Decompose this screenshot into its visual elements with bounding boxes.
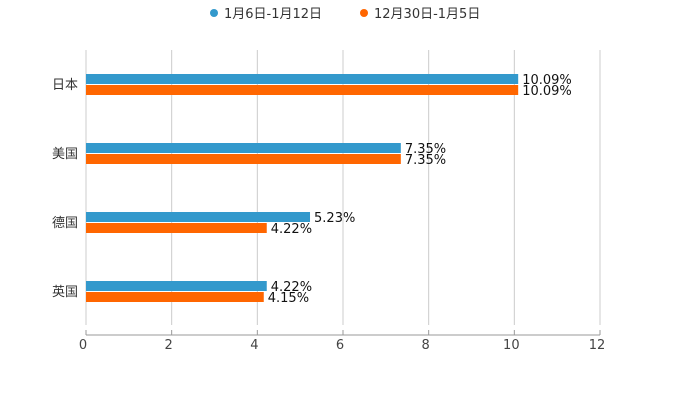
- data-label: 4.15%: [268, 291, 309, 306]
- data-label: 7.35%: [405, 153, 446, 168]
- bar-current-week: [86, 212, 311, 222]
- category-label: 德国: [52, 216, 78, 231]
- x-tick-label: 10: [503, 338, 520, 353]
- x-tick-label: 4: [250, 338, 258, 353]
- bar-previous-week: [86, 85, 519, 95]
- data-label: 5.23%: [314, 211, 355, 226]
- x-tick-label: 2: [165, 338, 173, 353]
- data-label: 10.09%: [522, 73, 572, 88]
- data-label: 7.35%: [405, 142, 446, 157]
- legend-label: 1月6日-1月12日: [224, 7, 322, 22]
- bar-current-week: [86, 281, 267, 291]
- bar-previous-week: [86, 154, 401, 164]
- bar-current-week: [86, 74, 519, 84]
- x-tick-label: 8: [422, 338, 430, 353]
- category-label: 美国: [52, 147, 78, 162]
- data-label: 4.22%: [271, 222, 312, 237]
- category-label: 英国: [52, 285, 78, 300]
- x-tick-label: 12: [589, 338, 606, 353]
- legend-label: 12月30日-1月5日: [374, 7, 480, 22]
- data-label: 4.22%: [271, 280, 312, 295]
- data-label: 10.09%: [522, 84, 572, 99]
- legend-marker: [360, 9, 368, 17]
- bar-previous-week: [86, 223, 267, 233]
- bar-current-week: [86, 143, 401, 153]
- category-label: 日本: [52, 78, 78, 93]
- legend-marker: [210, 9, 218, 17]
- bar-previous-week: [86, 292, 264, 302]
- x-tick-label: 0: [79, 338, 87, 353]
- x-tick-label: 6: [336, 338, 344, 353]
